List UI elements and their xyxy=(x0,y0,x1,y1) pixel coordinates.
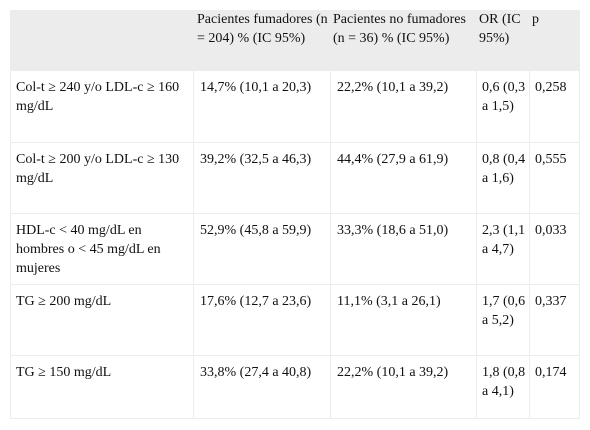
p-value: 0,555 xyxy=(530,142,580,213)
table-row: TG ≥ 150 mg/dL 33,8% (27,4 a 40,8) 22,2%… xyxy=(10,355,580,419)
smokers-value: 33,8% (27,4 a 40,8) xyxy=(194,355,331,419)
smokers-value: 14,7% (10,1 a 20,3) xyxy=(194,70,331,142)
smokers-value: 52,9% (45,8 a 59,9) xyxy=(194,213,331,284)
odds-ratio-value: 1,7 (0,6 a 5,2) xyxy=(477,284,530,355)
results-table: Pacientes fumadores (n = 204) % (IC 95%)… xyxy=(10,10,580,419)
header-non-smokers: Pacientes no fumadores (n = 36) % (IC 95… xyxy=(331,10,477,70)
header-p-value: p xyxy=(530,10,580,70)
table-body: Col-t ≥ 240 y/o LDL-c ≥ 160 mg/dL 14,7% … xyxy=(10,70,580,419)
header-odds-ratio: OR (IC 95%) xyxy=(477,10,530,70)
odds-ratio-value: 0,8 (0,4 a 1,6) xyxy=(477,142,530,213)
p-value: 0,258 xyxy=(530,70,580,142)
row-label: HDL-c < 40 mg/dL en hombres o < 45 mg/dL… xyxy=(10,213,194,284)
smokers-value: 17,6% (12,7 a 23,6) xyxy=(194,284,331,355)
header-smokers: Pacientes fumadores (n = 204) % (IC 95%) xyxy=(194,10,331,70)
header-empty-cell xyxy=(10,10,194,70)
row-label: TG ≥ 200 mg/dL xyxy=(10,284,194,355)
non-smokers-value: 33,3% (18,6 a 51,0) xyxy=(331,213,477,284)
odds-ratio-value: 1,8 (0,8 a 4,1) xyxy=(477,355,530,419)
p-value: 0,337 xyxy=(530,284,580,355)
p-value: 0,174 xyxy=(530,355,580,419)
row-label: Col-t ≥ 240 y/o LDL-c ≥ 160 mg/dL xyxy=(10,70,194,142)
non-smokers-value: 44,4% (27,9 a 61,9) xyxy=(331,142,477,213)
table-row: Col-t ≥ 240 y/o LDL-c ≥ 160 mg/dL 14,7% … xyxy=(10,70,580,142)
odds-ratio-value: 2,3 (1,1 a 4,7) xyxy=(477,213,530,284)
table-row: TG ≥ 200 mg/dL 17,6% (12,7 a 23,6) 11,1%… xyxy=(10,284,580,355)
odds-ratio-value: 0,6 (0,3 a 1,5) xyxy=(477,70,530,142)
smokers-value: 39,2% (32,5 a 46,3) xyxy=(194,142,331,213)
non-smokers-value: 22,2% (10,1 a 39,2) xyxy=(331,70,477,142)
table-row: Col-t ≥ 200 y/o LDL-c ≥ 130 mg/dL 39,2% … xyxy=(10,142,580,213)
table-header: Pacientes fumadores (n = 204) % (IC 95%)… xyxy=(10,10,580,70)
non-smokers-value: 11,1% (3,1 a 26,1) xyxy=(331,284,477,355)
data-table-container: Pacientes fumadores (n = 204) % (IC 95%)… xyxy=(10,10,580,419)
non-smokers-value: 22,2% (10,1 a 39,2) xyxy=(331,355,477,419)
p-value: 0,033 xyxy=(530,213,580,284)
header-row: Pacientes fumadores (n = 204) % (IC 95%)… xyxy=(10,10,580,70)
row-label: TG ≥ 150 mg/dL xyxy=(10,355,194,419)
table-row: HDL-c < 40 mg/dL en hombres o < 45 mg/dL… xyxy=(10,213,580,284)
row-label: Col-t ≥ 200 y/o LDL-c ≥ 130 mg/dL xyxy=(10,142,194,213)
